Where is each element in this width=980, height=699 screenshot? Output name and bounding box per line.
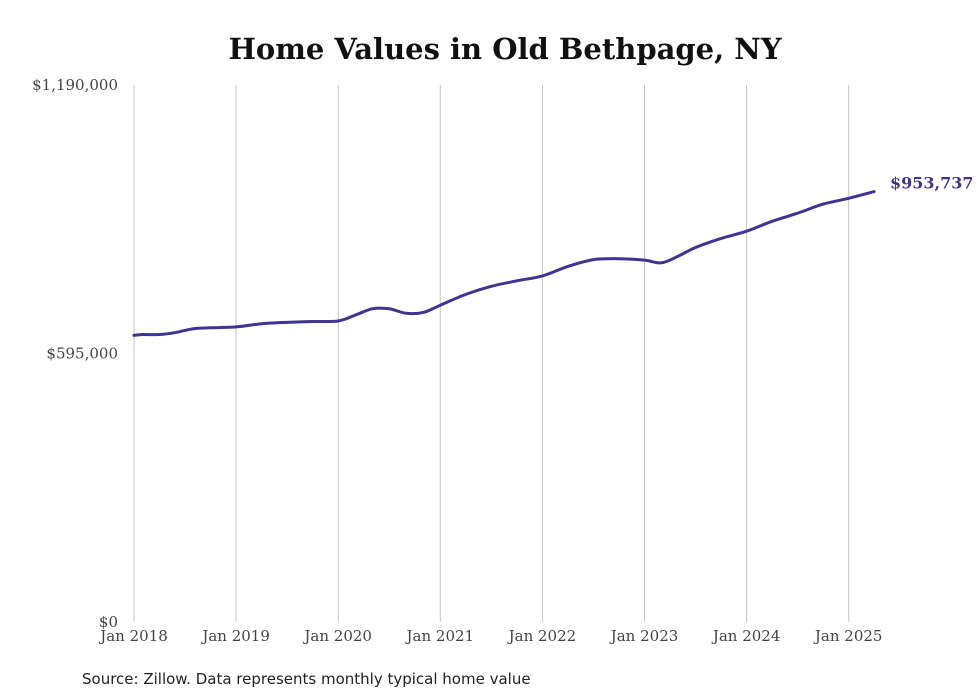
chart-title: Home Values in Old Bethpage, NY	[228, 32, 781, 66]
y-axis: $0 $595,000 $1,190,000	[32, 76, 118, 631]
x-tick-label: Jan 2024	[711, 627, 781, 645]
x-tick-label: Jan 2020	[302, 627, 372, 645]
y-tick-label: $1,190,000	[32, 76, 118, 94]
y-tick-label: $0	[99, 613, 118, 631]
series-line-0	[132, 190, 876, 337]
y-tick-label: $595,000	[46, 345, 118, 363]
x-tick-label: Jan 2025	[813, 627, 883, 645]
source-note: Source: Zillow. Data represents monthly …	[82, 670, 531, 688]
series-layer	[132, 190, 876, 337]
x-tick-label: Jan 2018	[98, 627, 168, 645]
x-tick-label: Jan 2022	[507, 627, 577, 645]
vertical-grid	[133, 85, 850, 622]
x-axis: Jan 2018 Jan 2019 Jan 2020 Jan 2021 Jan 2022…	[98, 627, 882, 645]
x-tick-label: Jan 2021	[405, 627, 475, 645]
x-tick-label: Jan 2019	[200, 627, 270, 645]
end-value-label: $953,737	[890, 174, 974, 193]
x-tick-label: Jan 2023	[609, 627, 679, 645]
